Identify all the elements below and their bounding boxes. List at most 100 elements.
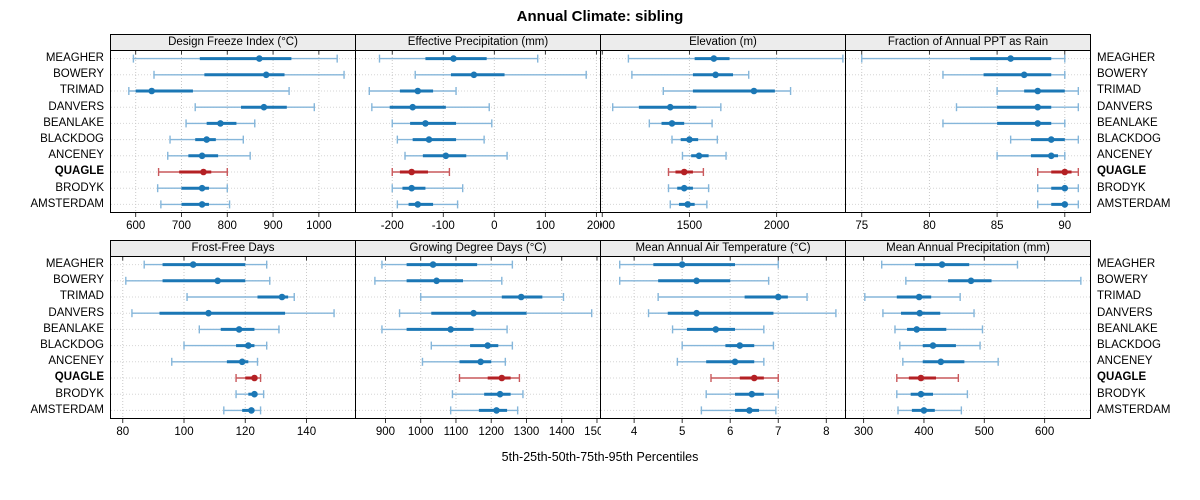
percentile-row-blackdog [183,341,268,350]
x-tick-label: 900 [376,426,395,438]
percentile-row-beanlake [648,119,713,128]
x-tick-label: 90 [1058,220,1071,232]
plot-area: 4 5 6 7 8 [600,256,846,438]
median-dot [442,152,450,160]
percentile-row-meagher [143,260,268,269]
median-dot [408,184,415,192]
x-tick-label: 4 [631,426,638,438]
percentile-row-meagher [861,54,1066,63]
median-dot [684,201,691,208]
plot-area: 300 400 500 600 [845,256,1091,438]
percentile-row-danvers [612,103,722,112]
median-dot [251,390,258,398]
median-dot [748,390,756,398]
median-dot [433,277,440,285]
x-tick-label: 300 [854,426,873,438]
percentile-row-meagher [378,54,539,63]
median-dot [1034,120,1042,127]
station-label-anceney: ANCENEY [48,149,104,162]
median-dot [693,277,700,285]
percentile-row-blackdog [1009,135,1080,144]
median-dot [425,136,433,143]
x-tick-label: 1000 [600,220,615,232]
percentile-row-blackdog [430,341,514,350]
panel-header: Mean Annual Precipitation (mm) [845,240,1091,256]
percentile-row-meagher [381,260,514,269]
percentile-row-brodyk [1037,184,1080,193]
plot-area: 900 1000 1100 1200 1300 1400 1500 [355,256,601,438]
station-label-anceney: ANCENEY [48,355,104,368]
percentile-row-blackdog [899,341,981,350]
station-label-anceney: ANCENEY [1097,355,1153,368]
x-axis-caption: 5th-25th-50th-75th-95th Percentiles [501,450,699,464]
percentile-row-danvers [955,103,1080,112]
median-dot [1034,103,1042,111]
median-dot [484,342,491,349]
percentile-row-beanlake [381,325,508,334]
station-label-trimad: TRIMAD [1097,84,1142,97]
median-dot [450,55,457,62]
percentile-row-meagher [619,260,779,269]
station-label-brodyk: BRODYK [55,181,104,194]
x-tick-label: 80 [923,220,936,232]
percentile-row-trimad [996,87,1080,95]
median-dot [686,136,693,143]
median-dot [447,326,454,333]
x-tick-label: 600 [126,220,145,232]
station-label-brodyk: BRODYK [1097,181,1146,194]
median-dot [409,103,416,111]
median-dot [774,293,782,301]
x-tick-label: 5 [679,426,685,438]
station-label-danvers: DANVERS [1097,100,1153,113]
percentile-row-quagle [1037,168,1080,176]
median-dot [1061,168,1069,176]
station-label-trimad: TRIMAD [1097,290,1142,303]
panel-header: Growing Degree Days (°C) [355,240,601,256]
percentile-row-quagle [391,168,451,176]
percentile-row-brodyk [451,390,524,399]
median-dot [680,184,688,192]
median-dot [248,407,255,414]
station-label-meagher: MEAGHER [45,258,104,270]
percentile-row-blackdog [681,341,775,350]
percentile-row-trimad [128,87,290,95]
percentile-row-meagher [627,54,844,63]
panel-mean-annual-air-temperature-c: Mean Annual Air Temperature (°C) 4 5 6 7 8 [600,240,846,442]
x-tick-label: 1400 [549,426,575,438]
x-tick-label: 500 [975,426,994,438]
percentile-row-amsterdam [449,406,519,415]
panel-growing-degree-days-c: Growing Degree Days (°C) 900 1000 1100 1200 1… [355,240,601,442]
median-dot [422,120,429,127]
median-dot [235,326,243,333]
station-label-bowery: BOWERY [1097,68,1148,81]
station-label-meagher: MEAGHER [1097,52,1156,64]
station-label-bowery: BOWERY [53,68,104,81]
percentile-row-bowery [619,276,770,285]
percentile-row-amsterdam [160,200,231,209]
station-label-bowery: BOWERY [1097,274,1148,287]
x-tick-label: 7 [775,426,781,438]
panel-frost-free-days: Frost-Free Days 80 100 120 140 [110,240,356,442]
percentile-row-brodyk [667,184,710,193]
median-dot [938,261,946,268]
median-dot [746,407,753,414]
percentile-row-bowery [414,70,587,79]
percentile-row-beanlake [942,119,1066,128]
percentile-row-trimad [420,293,565,301]
median-dot [496,390,504,398]
labels-spacer [0,240,110,256]
station-label-quagle: QUAGLE [1097,165,1147,178]
median-dot [1061,201,1069,208]
x-tick-label: 80 [116,426,129,438]
x-tick-label: 75 [855,220,868,232]
median-dot [666,103,674,111]
station-label-danvers: DANVERS [48,306,104,319]
panel-fraction-of-annual-ppt-as-rain: Fraction of Annual PPT as Rain 75 80 85 90 [845,34,1091,236]
median-dot [750,87,758,95]
x-tick-label: 120 [236,426,255,438]
x-tick-label: 2000 [764,220,790,232]
station-label-beanlake: BEANLAKE [1097,116,1158,129]
percentile-row-beanlake [894,325,984,334]
median-dot [1034,87,1042,95]
